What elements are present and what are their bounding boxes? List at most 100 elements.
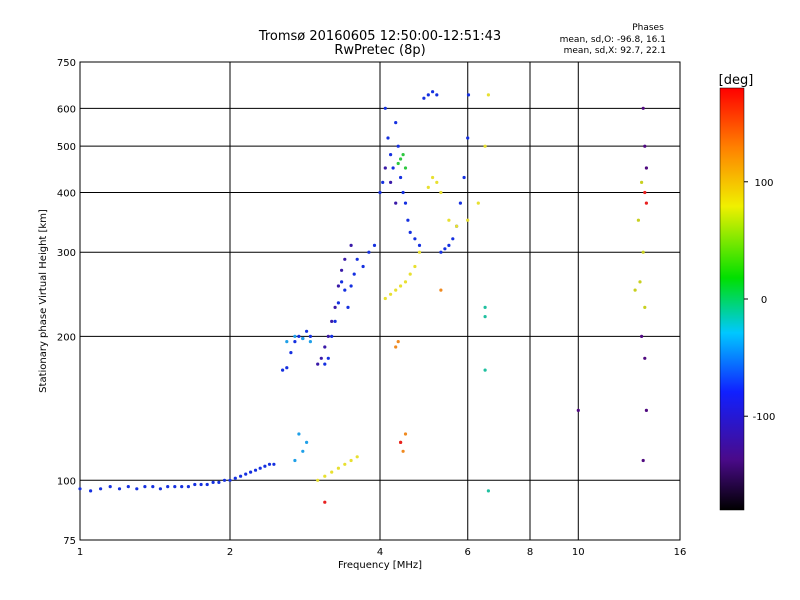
chart-subtitle: RwPretec (8p) [334, 43, 425, 58]
data-point [643, 190, 647, 195]
data-point [378, 190, 382, 195]
data-point [297, 334, 301, 338]
data-point [323, 474, 327, 478]
data-point [643, 356, 647, 360]
data-point [336, 466, 340, 470]
data-point [394, 345, 398, 349]
data-point [336, 284, 340, 288]
data-point [439, 250, 443, 254]
x-tick-label: 1 [77, 547, 83, 558]
data-point [343, 257, 347, 261]
data-point [447, 218, 451, 222]
data-point [330, 470, 334, 474]
data-point [636, 218, 641, 222]
data-point [158, 487, 162, 491]
data-point [443, 247, 447, 251]
data-point [340, 280, 344, 284]
data-point [222, 478, 227, 482]
data-point [293, 458, 297, 463]
data-point [108, 485, 112, 489]
data-point [305, 329, 309, 333]
data-point [343, 288, 347, 292]
data-point [267, 462, 272, 466]
y-tick-label: 750 [57, 58, 76, 69]
data-point [352, 272, 356, 276]
data-point [399, 175, 403, 180]
colorbar-label: [deg] [719, 73, 754, 88]
data-point [289, 351, 293, 355]
data-point [333, 319, 337, 323]
data-point [633, 288, 637, 292]
data-point [151, 485, 155, 489]
data-point [462, 175, 466, 180]
data-point [638, 280, 642, 284]
x-tick-label: 6 [465, 547, 471, 558]
data-point [293, 340, 297, 344]
data-point [389, 153, 393, 157]
data-point [483, 144, 487, 148]
data-point [458, 201, 462, 205]
x-tick-label: 2 [227, 547, 233, 558]
y-tick-label: 500 [57, 142, 76, 153]
data-point [422, 96, 426, 100]
data-point [386, 136, 390, 140]
data-point [640, 334, 644, 338]
data-point [403, 280, 408, 284]
data-point [641, 458, 645, 463]
data-point [391, 166, 395, 170]
data-point [297, 432, 301, 436]
data-point [381, 180, 385, 184]
data-point [281, 368, 285, 372]
data-point [435, 93, 439, 97]
data-point [394, 288, 398, 292]
data-point [408, 272, 412, 276]
data-point [253, 468, 258, 472]
y-tick-label: 400 [57, 188, 76, 199]
data-point [394, 201, 398, 205]
data-point [205, 482, 209, 487]
data-point [383, 106, 387, 110]
data-point [641, 106, 645, 110]
y-axis-ticks: 75 100 200 300 400 500 600 750 [57, 58, 76, 547]
data-point [166, 485, 170, 489]
data-point [486, 93, 490, 97]
data-point [333, 305, 337, 309]
y-tick-label: 600 [57, 104, 76, 115]
data-point [367, 250, 371, 254]
data-point [426, 185, 430, 189]
data-point [99, 487, 103, 491]
x-tick-label: 4 [377, 547, 383, 558]
data-point [349, 243, 353, 247]
data-point [483, 305, 487, 309]
data-point [417, 250, 422, 254]
data-point [228, 478, 232, 482]
data-point [455, 224, 459, 228]
data-point [389, 292, 393, 296]
data-point [641, 250, 645, 254]
data-point [173, 485, 177, 489]
data-point [126, 485, 130, 489]
data-point [408, 230, 412, 234]
data-point [239, 474, 243, 478]
data-point [336, 301, 340, 305]
data-point [466, 93, 471, 97]
data-point [233, 476, 237, 480]
data-point [244, 472, 248, 476]
data-point [340, 268, 344, 272]
data-point [643, 305, 647, 309]
colorbar-tick-label: 100 [754, 178, 773, 189]
data-point [640, 180, 644, 184]
data-point [301, 336, 305, 341]
data-point [249, 470, 253, 474]
colorbar-ticks: 100 0 -100 [744, 178, 775, 423]
data-point [383, 296, 387, 301]
data-point [576, 408, 580, 412]
x-tick-label: 8 [527, 547, 533, 558]
colorbar-tick-label: 0 [761, 295, 767, 306]
data-point [486, 489, 490, 493]
data-point [319, 356, 323, 360]
data-point [372, 243, 377, 247]
data-point [89, 489, 93, 493]
data-point [326, 334, 330, 338]
